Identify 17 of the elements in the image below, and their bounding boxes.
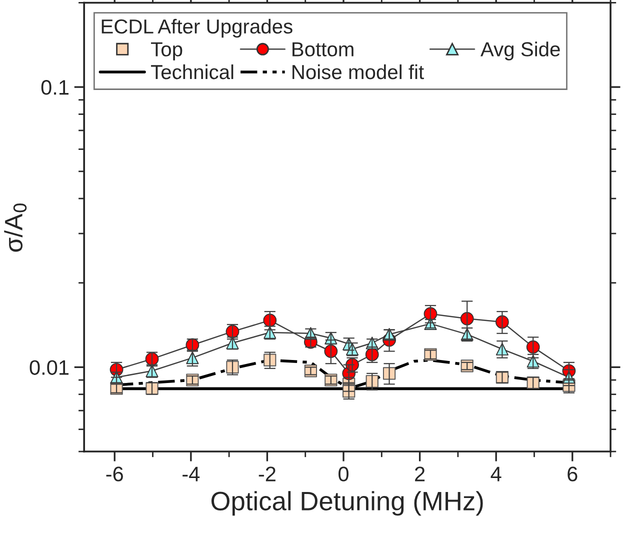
x-tick-label: 6 [568, 466, 578, 482]
x-tick-label: 0 [338, 466, 348, 482]
legend-label: Technical [151, 64, 234, 80]
x-tick-label: 4 [490, 466, 502, 482]
x-tick-label: 2 [415, 466, 425, 482]
x-tick-label: -4 [182, 466, 200, 482]
legend-label: Top [151, 42, 182, 60]
y-axis-title: σ/A$_{0}$ [4, 203, 27, 252]
y-tick-label: 0.01 [30, 360, 69, 375]
legend-label: Avg Side [480, 42, 560, 60]
legend-title: ECDL After Upgrades [102, 18, 292, 38]
x-axis-title: Optical Detuning (MHz) [211, 491, 483, 516]
legend-label: Bottom [292, 42, 354, 56]
legend-label: Noise model fit [292, 64, 424, 80]
x-tick-label: -2 [258, 466, 276, 482]
y-tick-label: 0.1 [41, 80, 69, 95]
x-tick-label: -6 [106, 466, 123, 482]
